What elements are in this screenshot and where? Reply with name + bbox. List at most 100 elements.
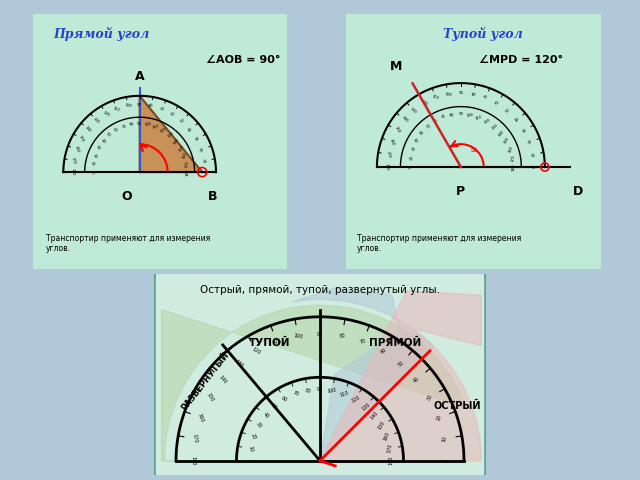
Text: РАЗВЕРНУТЫЙ: РАЗВЕРНУТЫЙ [179,351,230,412]
Text: 40: 40 [413,375,421,384]
Text: 80: 80 [471,92,477,96]
Text: 140: 140 [369,410,380,420]
Text: 0: 0 [444,459,449,462]
Text: 80: 80 [304,388,311,394]
Text: Транспортир применяют для измерения
углов.: Транспортир применяют для измерения угло… [356,234,521,253]
Text: 10: 10 [406,155,411,161]
Text: P: P [456,185,465,198]
Text: 50: 50 [505,108,511,114]
Text: 120: 120 [420,99,428,107]
Text: 20: 20 [92,153,97,159]
Text: 30: 30 [255,421,262,429]
Text: 90: 90 [458,112,463,116]
Text: 110: 110 [475,114,483,120]
Text: 170: 170 [510,154,516,162]
Text: 120: 120 [159,127,168,134]
Text: 180: 180 [385,163,389,171]
Text: 70: 70 [440,115,446,120]
Text: D: D [573,185,583,198]
Text: 100: 100 [124,103,132,108]
Text: 80: 80 [148,104,154,108]
Text: 130: 130 [491,122,499,131]
Text: 20: 20 [527,139,533,145]
Text: 180: 180 [186,168,189,176]
Text: 0: 0 [532,166,537,168]
Text: 130: 130 [166,132,175,139]
Text: 70: 70 [292,391,300,397]
Text: 60: 60 [431,118,438,124]
Text: 0: 0 [246,459,252,462]
Text: O: O [122,190,132,203]
Text: 50: 50 [270,403,278,410]
Text: 160: 160 [197,412,205,423]
Text: Тупой угол: Тупой угол [443,27,523,41]
Text: 50: 50 [106,132,112,138]
Text: 30: 30 [95,145,101,151]
Text: 140: 140 [84,125,92,133]
Text: 10: 10 [247,445,253,452]
Text: 150: 150 [394,126,401,134]
Text: 170: 170 [385,150,391,158]
Text: Острый, прямой, тупой, развернутый углы.: Острый, прямой, тупой, развернутый углы. [200,285,440,295]
Text: B: B [207,190,217,203]
Text: 40: 40 [188,126,194,132]
Text: 20: 20 [200,146,205,152]
Text: 0: 0 [90,171,93,173]
Text: 160: 160 [508,145,514,153]
FancyBboxPatch shape [28,9,292,274]
Text: 0: 0 [406,166,410,168]
Text: 90: 90 [137,122,142,126]
Text: 70: 70 [360,338,367,345]
Text: 30: 30 [522,127,528,133]
Text: 20: 20 [436,414,442,421]
Text: 10: 10 [442,435,448,442]
Text: 170: 170 [184,160,189,168]
Text: 30: 30 [426,394,433,401]
Text: 140: 140 [173,137,180,145]
Text: 80: 80 [129,122,134,127]
Text: 50: 50 [180,118,186,124]
Text: 60: 60 [380,348,387,355]
FancyBboxPatch shape [154,272,486,477]
Text: 10: 10 [90,161,95,167]
Text: 40: 40 [262,411,269,419]
Text: Прямой угол: Прямой угол [53,27,149,41]
Text: 140: 140 [497,129,506,137]
Text: 60: 60 [280,396,289,403]
Text: 150: 150 [178,144,185,152]
Text: 90: 90 [317,387,323,392]
Text: 120: 120 [102,110,110,118]
Text: 40: 40 [515,116,520,123]
Text: Транспортир применяют для измерения
углов.: Транспортир применяют для измерения угло… [45,234,210,253]
Text: 20: 20 [408,146,414,152]
Text: 80: 80 [339,333,346,339]
Polygon shape [320,291,481,461]
Text: 70: 70 [120,124,126,130]
Text: ∠MPD = 120°: ∠MPD = 120° [479,55,563,65]
Text: 170: 170 [387,444,393,454]
Text: 150: 150 [503,136,510,145]
Polygon shape [292,288,434,461]
Text: 110: 110 [339,390,349,398]
Text: 20: 20 [250,433,257,440]
Text: 100: 100 [444,92,452,97]
Text: 140: 140 [218,374,228,384]
Text: 130: 130 [234,359,244,369]
Text: 90: 90 [458,91,463,95]
Text: A: A [135,70,145,83]
Text: 140: 140 [401,115,408,124]
Text: 130: 130 [409,107,417,114]
Text: 120: 120 [483,118,492,125]
Text: 40: 40 [100,138,106,144]
Text: 120: 120 [252,347,262,356]
Text: 60: 60 [170,111,177,117]
Text: 170: 170 [71,156,76,165]
Text: 100: 100 [293,333,303,339]
Text: 160: 160 [182,152,188,160]
Text: 10: 10 [204,157,208,163]
Text: 160: 160 [388,138,395,146]
Polygon shape [162,305,466,461]
Text: 110: 110 [152,124,160,130]
Text: 100: 100 [466,112,474,118]
Text: 120: 120 [350,395,361,404]
